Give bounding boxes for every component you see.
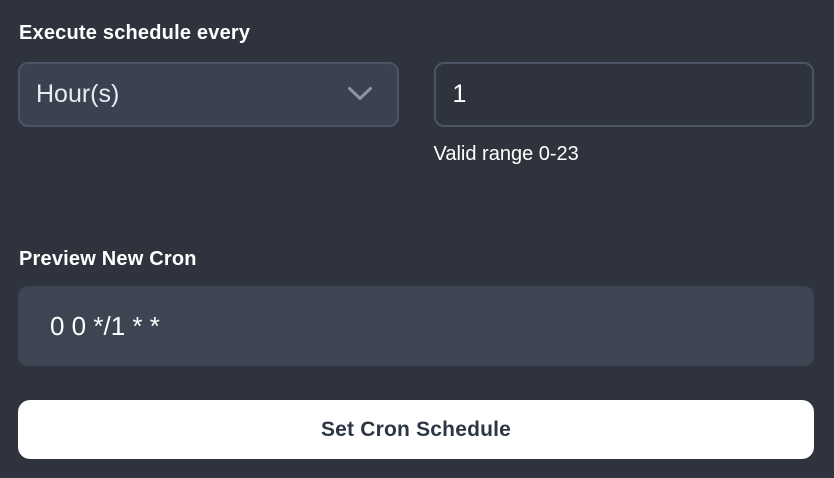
- set-cron-schedule-button[interactable]: Set Cron Schedule: [18, 400, 814, 459]
- cron-preview-field: 0 0 */1 * *: [18, 286, 814, 366]
- cron-schedule-panel: Execute schedule every Hour(s) Valid ran…: [18, 21, 814, 459]
- interval-unit-value: Hour(s): [36, 80, 120, 108]
- interval-unit-select[interactable]: Hour(s): [18, 62, 399, 127]
- schedule-interval-row: Hour(s) Valid range 0-23: [18, 62, 814, 166]
- valid-range-helper: Valid range 0-23: [433, 143, 579, 165]
- chevron-down-icon: [347, 86, 373, 107]
- interval-value-input[interactable]: [433, 62, 814, 127]
- preview-cron-label: Preview New Cron: [19, 248, 197, 270]
- execute-schedule-label: Execute schedule every: [19, 22, 251, 44]
- interval-value-column: Valid range 0-23: [433, 62, 814, 166]
